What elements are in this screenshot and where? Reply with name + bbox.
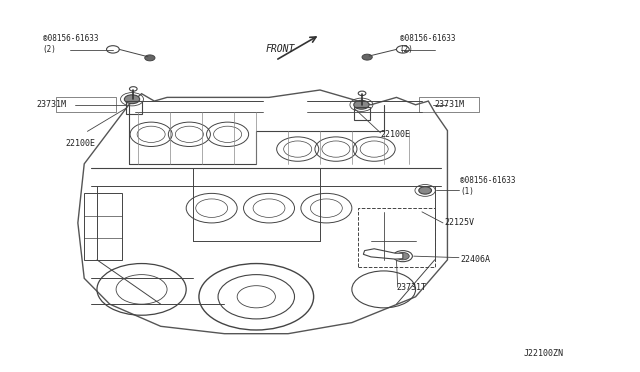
Circle shape — [419, 187, 431, 194]
Text: 22100E: 22100E — [65, 139, 95, 148]
Text: ®08156-61633
(1): ®08156-61633 (1) — [460, 176, 516, 196]
Text: 23731T: 23731T — [396, 283, 426, 292]
Text: FRONT: FRONT — [266, 44, 295, 54]
Circle shape — [362, 54, 372, 60]
Text: 22100E: 22100E — [381, 130, 410, 139]
Bar — [358, 208, 435, 267]
Text: 23731M: 23731M — [435, 100, 465, 109]
Polygon shape — [364, 249, 403, 259]
Bar — [419, 97, 479, 112]
Circle shape — [354, 100, 369, 109]
Text: ®08156-61633
(2): ®08156-61633 (2) — [43, 34, 99, 54]
Text: 22125V: 22125V — [444, 218, 474, 227]
Text: 23731M: 23731M — [36, 100, 67, 109]
Circle shape — [145, 55, 155, 61]
Text: ®08156-61633
(2): ®08156-61633 (2) — [399, 34, 455, 54]
Bar — [125, 101, 141, 114]
Bar — [56, 97, 116, 112]
Bar — [84, 193, 122, 260]
Polygon shape — [78, 90, 447, 334]
Text: 22406A: 22406A — [460, 255, 490, 264]
Text: J22100ZN: J22100ZN — [524, 350, 564, 359]
Circle shape — [124, 95, 140, 104]
Circle shape — [396, 253, 409, 260]
Bar — [355, 107, 371, 119]
